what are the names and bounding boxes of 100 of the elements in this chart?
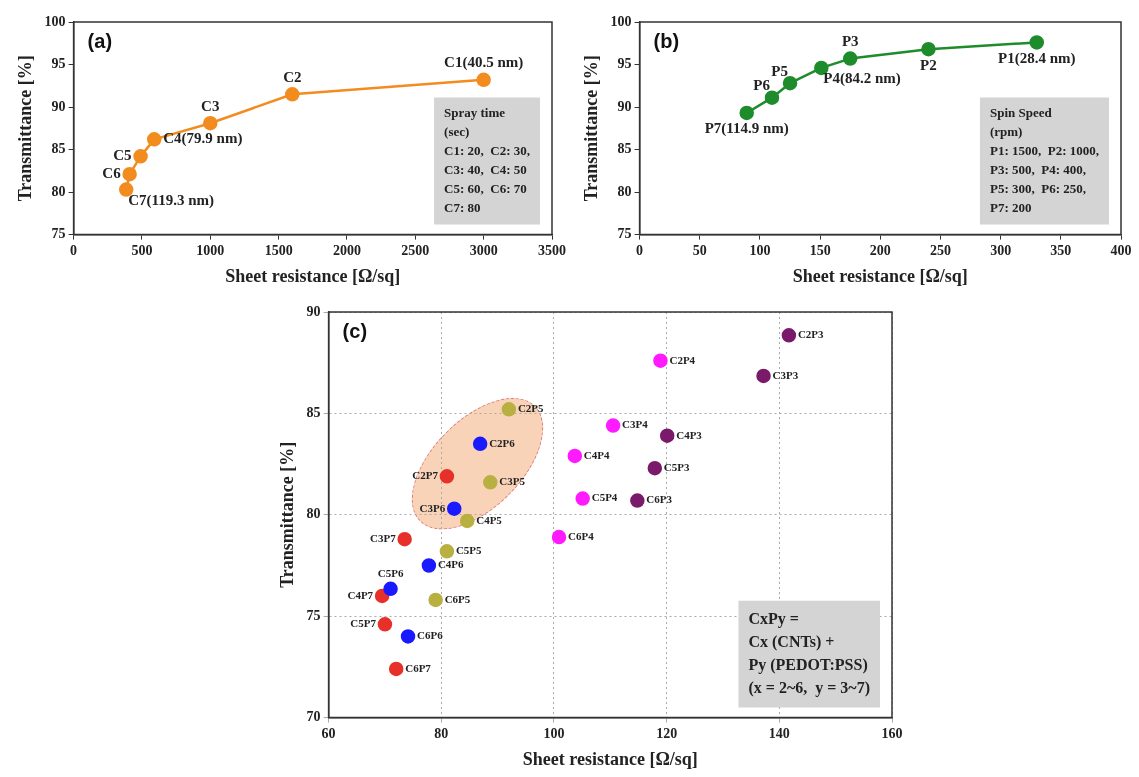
y-tick-label: 90 <box>51 98 66 114</box>
annotation: P1(28.4 nm) <box>998 49 1076 67</box>
point <box>1029 35 1045 50</box>
point <box>446 501 462 516</box>
annotation: C4(79.9 nm) <box>163 130 243 148</box>
point <box>439 544 455 559</box>
annotation: C6P5 <box>444 592 471 605</box>
annotation: Cx (CNTs) + <box>748 632 835 651</box>
x-tick-label: 350 <box>1050 242 1072 258</box>
y-tick-label: 75 <box>617 226 632 242</box>
x-tick-label: 1500 <box>264 242 293 258</box>
point <box>551 529 567 545</box>
point <box>428 592 443 608</box>
annotation: P6 <box>753 77 771 94</box>
y-tick-label: 90 <box>617 98 632 114</box>
y-axis-title: Transmittance [%] <box>15 55 36 202</box>
annotation: C5P5 <box>455 544 483 557</box>
x-tick-label: 250 <box>929 242 951 258</box>
annotation: C6P6 <box>417 629 444 642</box>
annotation: Spin Speed <box>989 105 1053 121</box>
point <box>842 51 858 66</box>
point <box>400 629 416 644</box>
x-tick-label: 300 <box>990 242 1012 258</box>
annotation: C7: 80 <box>444 199 481 215</box>
x-tick-label: 500 <box>131 242 153 258</box>
point <box>630 493 645 508</box>
point <box>647 460 663 476</box>
annotation: C2P3 <box>797 328 825 341</box>
annotation: C2P4 <box>669 353 696 366</box>
y-tick-label: 85 <box>617 141 632 157</box>
x-tick-label: 80 <box>434 725 449 741</box>
annotation: (rpm) <box>989 124 1023 140</box>
annotation: P2 <box>920 56 937 73</box>
x-tick-label: 140 <box>768 725 790 741</box>
x-axis-title: Sheet resistance [Ω/sq] <box>225 265 401 286</box>
annotation: C5P3 <box>663 461 690 473</box>
point <box>605 418 621 433</box>
point <box>397 531 412 547</box>
point <box>476 72 491 88</box>
annotation: C4P6 <box>437 558 465 571</box>
point <box>764 90 780 105</box>
annotation: C5 <box>113 147 132 164</box>
point <box>377 617 393 632</box>
chart-title: (a) <box>87 29 113 52</box>
y-tick-label: 80 <box>51 183 66 199</box>
x-tick-label: 50 <box>692 242 707 258</box>
x-tick-label: 60 <box>321 725 336 741</box>
point <box>285 87 300 102</box>
annotation: C4P3 <box>676 428 703 441</box>
annotation: P5 <box>771 62 789 79</box>
y-tick-label: 95 <box>51 56 66 72</box>
x-tick-label: 100 <box>749 242 771 258</box>
y-tick-label: 75 <box>306 607 321 623</box>
annotation: C1(40.5 nm) <box>444 54 524 72</box>
point <box>133 149 148 164</box>
annotation: C6P3 <box>646 493 673 506</box>
y-axis-title: Transmittance [%] <box>277 441 298 588</box>
annotation: P7(114.9 nm) <box>704 120 789 138</box>
point <box>653 353 668 368</box>
y-tick-label: 70 <box>306 709 321 725</box>
y-tick-label: 80 <box>306 506 321 522</box>
x-tick-label: 0 <box>70 242 78 258</box>
annotation: P1: 1500, P2: 1000, <box>989 142 1100 158</box>
y-tick-label: 75 <box>51 226 66 242</box>
point <box>659 428 675 443</box>
x-tick-label: 0 <box>636 242 644 258</box>
chart-title: (b) <box>653 29 680 52</box>
point <box>439 469 455 484</box>
point <box>383 581 398 597</box>
annotation: C2 <box>283 68 302 85</box>
x-tick-label: 150 <box>809 242 831 258</box>
point <box>118 182 134 197</box>
point <box>483 475 498 490</box>
annotation: P4(84.2 nm) <box>823 70 901 88</box>
annotation: C5P4 <box>591 491 618 504</box>
annotation: C4P7 <box>347 588 374 601</box>
annotation: C3: 40, C4: 50 <box>444 161 527 177</box>
annotation: C6 <box>102 165 122 182</box>
x-tick-label: 400 <box>1110 242 1132 258</box>
x-tick-label: 200 <box>869 242 891 258</box>
annotation: (sec) <box>444 124 470 140</box>
annotation: Spray time <box>444 105 506 121</box>
y-tick-label: 100 <box>610 13 632 29</box>
x-tick-label: 120 <box>656 725 678 741</box>
point <box>739 105 754 121</box>
x-axis-title: Sheet resistance [Ω/sq] <box>522 748 698 769</box>
point <box>421 558 437 573</box>
annotation: C5P6 <box>377 567 404 580</box>
x-axis-title: Sheet resistance [Ω/sq] <box>792 265 968 286</box>
annotation: C3 <box>201 97 220 114</box>
y-tick-label: 100 <box>44 13 66 29</box>
y-tick-label: 85 <box>51 141 66 157</box>
point <box>756 368 771 384</box>
point <box>781 328 797 343</box>
annotation: C3P6 <box>419 501 446 514</box>
annotation: C2P6 <box>489 436 516 449</box>
annotation: C3P3 <box>772 368 799 381</box>
annotation: P5: 300, P6: 250, <box>989 180 1087 196</box>
point <box>203 115 218 131</box>
annotation: C3P5 <box>499 475 526 488</box>
